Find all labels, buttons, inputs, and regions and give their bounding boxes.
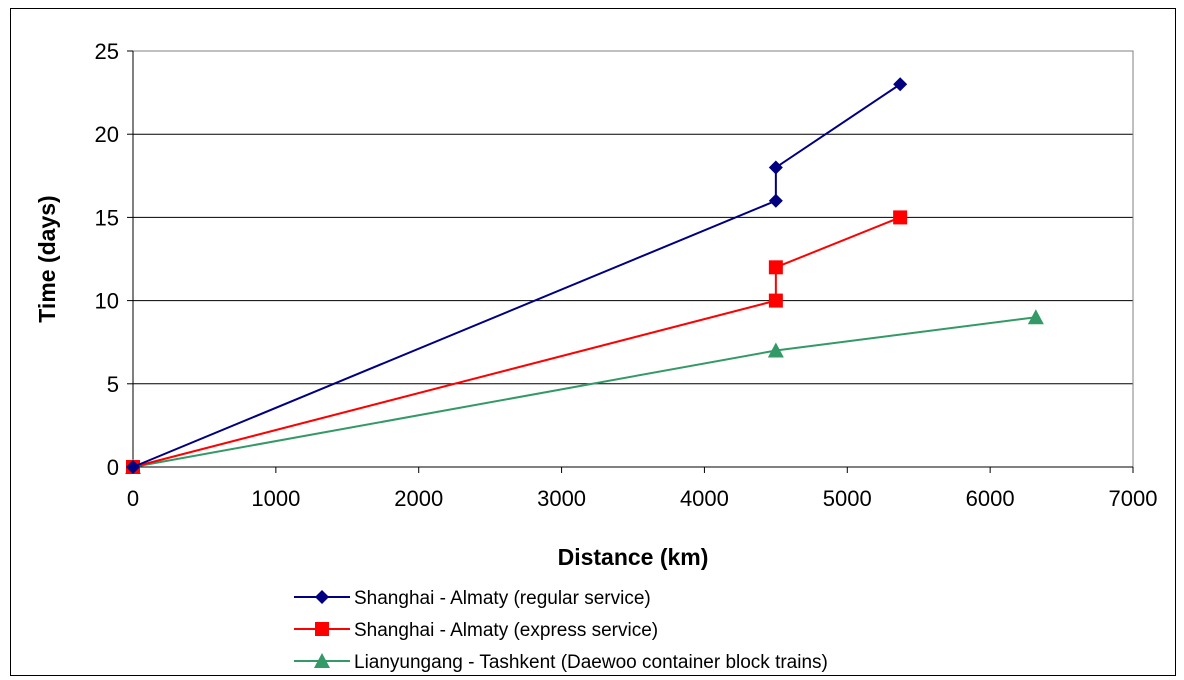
- series-line: [132, 216, 901, 468]
- series-group: [125, 77, 1044, 474]
- x-tick-label: 3000: [537, 486, 586, 511]
- y-tick-label: 15: [95, 205, 119, 230]
- x-tick-label: 4000: [680, 486, 729, 511]
- data-point-marker: [767, 342, 784, 358]
- y-tick-label: 5: [107, 372, 119, 397]
- x-tick-label: 1000: [251, 486, 300, 511]
- x-tick-label: 2000: [394, 486, 443, 511]
- x-tick-label: 5000: [823, 486, 872, 511]
- legend-item: Shanghai - Almaty (express service): [294, 620, 658, 641]
- y-tick-label: 10: [95, 289, 119, 314]
- data-point-marker: [126, 460, 140, 474]
- data-point-marker: [768, 293, 783, 308]
- series-diamond: [126, 77, 908, 474]
- series-line: [132, 83, 901, 468]
- y-tick-label: 20: [95, 122, 119, 147]
- series-triangle: [125, 309, 1044, 474]
- series-square: [126, 210, 908, 474]
- data-point-marker: [768, 193, 783, 208]
- legend-item: Lianyungang - Tashkent (Daewoo container…: [294, 652, 828, 673]
- data-point-marker: [893, 77, 908, 92]
- series-line: [132, 316, 1036, 468]
- y-tick-label: 0: [107, 455, 119, 480]
- legend-label: Lianyungang - Tashkent (Daewoo container…: [354, 652, 828, 673]
- y-axis-title: Time (days): [34, 195, 60, 322]
- legend-label: Shanghai - Almaty (express service): [354, 620, 658, 641]
- x-axis-title: Distance (km): [558, 544, 709, 570]
- gridlines: [133, 50, 1133, 385]
- data-point-marker: [893, 210, 908, 225]
- y-tick-label: 25: [95, 39, 119, 64]
- legend-label: Shanghai - Almaty (regular service): [354, 588, 651, 609]
- data-point-marker: [314, 653, 330, 668]
- data-point-marker: [768, 160, 783, 175]
- x-tick-label: 6000: [966, 486, 1015, 511]
- x-tick-label: 0: [127, 486, 139, 511]
- x-tick-label: 7000: [1109, 486, 1158, 511]
- data-point-marker: [315, 590, 329, 604]
- data-point-marker: [1027, 309, 1044, 325]
- axes: 0 5 10 15 20 25 0 1000 2000 3000 4000 5000 6000 7000: [95, 39, 1158, 511]
- data-point-marker: [315, 622, 329, 636]
- chart-frame: [10, 8, 1176, 676]
- legend: Shanghai - Almaty (regular service) Shang…: [294, 588, 828, 673]
- data-point-marker: [768, 260, 783, 275]
- legend-item: Shanghai - Almaty (regular service): [294, 588, 651, 609]
